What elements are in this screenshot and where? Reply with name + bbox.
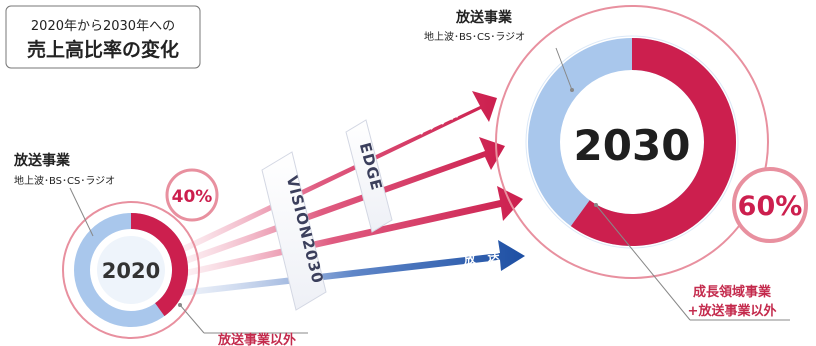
- percent-40: 40%: [172, 187, 213, 207]
- arrow-digital: [170, 91, 497, 258]
- title-line-2: 売上高比率の変化: [27, 38, 179, 61]
- year-2030: 2030: [574, 121, 691, 170]
- growth-label-line-2: +放送事業以外: [688, 303, 777, 319]
- title-line-1: 2020年から2030年への: [31, 19, 175, 34]
- donut-2030: 2030: [495, 5, 769, 279]
- left-broadcast-label: 放送事業: [13, 152, 71, 169]
- arrow-live-lifestyle: [176, 186, 523, 278]
- badge-40-percent: 40%: [165, 168, 219, 222]
- year-2020: 2020: [102, 259, 160, 283]
- arrow-label-broadcast: 放 送: [462, 248, 501, 267]
- edge-band: EDGE: [345, 119, 393, 233]
- non-broadcast-label: 放送事業以外: [217, 332, 296, 346]
- arrow-label-digital: デジタル: [413, 104, 463, 138]
- percent-60: 60%: [738, 191, 803, 222]
- arrow-overseas: [172, 137, 505, 268]
- donut-2020: 2020: [62, 201, 200, 339]
- right-broadcast-label: 放送事業: [455, 9, 513, 26]
- badge-60-percent: 60%: [732, 167, 808, 243]
- right-broadcast-sublabel: 地上波･BS･CS･ラジオ: [424, 30, 525, 43]
- left-broadcast-sublabel: 地上波･BS･CS･ラジオ: [14, 174, 115, 187]
- arrow-broadcast: [180, 240, 525, 296]
- vision2030-band: VISION2030: [261, 151, 327, 311]
- growth-label-line-1: 成長領域事業: [693, 284, 772, 300]
- title-box: [5, 5, 201, 69]
